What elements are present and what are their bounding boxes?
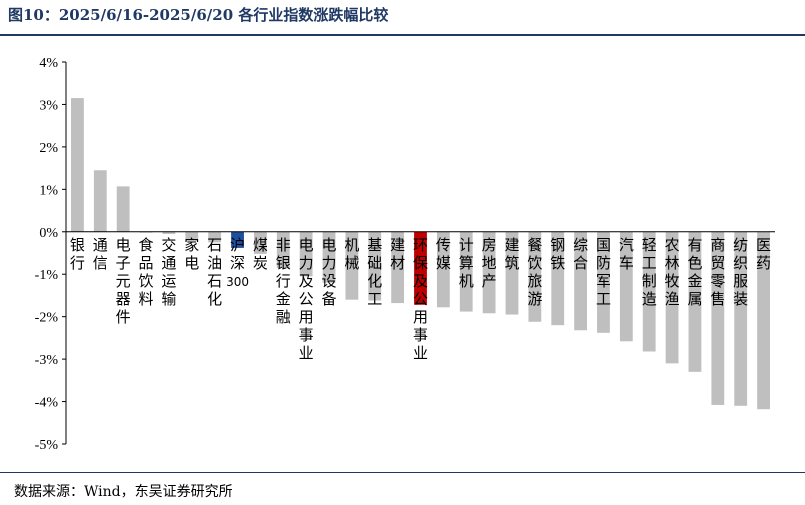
category-label: 石油石化 (207, 236, 222, 308)
category-label: 非银行金融 (276, 236, 291, 326)
category-label: 纺织服装 (733, 236, 748, 308)
industry-bar-chart: -5% -4% -3% -2% -1% 0% 1% 2% 3% 4% 银行通信电子元器件食品饮料交通… (35, 56, 775, 453)
bar (688, 231, 702, 372)
category-label: 钢铁 (550, 236, 565, 272)
category-label: 电力及公用事业 (299, 236, 314, 362)
bar (574, 231, 588, 331)
y-tick-label: 1% (39, 183, 58, 198)
category-label: 机械 (344, 236, 359, 272)
category-label: 沪深 300 (226, 236, 249, 289)
bar (436, 231, 450, 308)
y-tick-label: 2% (39, 141, 58, 156)
bar (162, 231, 176, 234)
y-tick-label: -2% (35, 311, 59, 326)
bar (345, 231, 359, 300)
bar (734, 231, 748, 406)
category-label: 环保及公用事业 (413, 236, 428, 362)
category-label: 电力设备 (322, 236, 337, 308)
y-tick-label: -3% (35, 353, 59, 368)
bar (482, 231, 496, 314)
bar (368, 231, 382, 301)
bar (459, 231, 473, 312)
category-label: 煤炭 (253, 236, 268, 272)
title-rule (0, 34, 805, 36)
category-label: 轻工制造 (642, 236, 657, 308)
category-label: 食品饮料 (139, 236, 154, 308)
bar (208, 231, 222, 243)
bar (757, 231, 770, 410)
y-tick-label: -5% (35, 438, 59, 453)
bar (116, 186, 130, 232)
bar (619, 231, 633, 342)
category-label: 电子元器件 (116, 236, 131, 326)
bar (322, 231, 336, 283)
category-label: 银行 (70, 236, 85, 272)
bottom-rule (0, 472, 805, 473)
bar (185, 231, 199, 242)
y-tick-label: -4% (35, 396, 59, 411)
bar (414, 231, 427, 305)
figure-title: 图10：2025/6/16-2025/6/20 各行业指数涨跌幅比较 (8, 6, 389, 24)
bar (71, 98, 84, 232)
category-label: 传媒 (436, 236, 451, 272)
bar (276, 231, 290, 268)
category-label: 基础化工 (367, 236, 382, 308)
source-note: 数据来源：Wind，东吴证券研究所 (14, 484, 233, 500)
category-label: 通信 (93, 236, 108, 272)
category-label: 餐饮旅游 (527, 236, 542, 308)
bar (665, 231, 679, 364)
bar (597, 231, 610, 333)
category-label: 交通运输 (161, 236, 176, 308)
category-label: 有色金属 (687, 236, 702, 308)
category-label: 医药 (756, 236, 771, 272)
bar (253, 231, 267, 254)
bar (551, 231, 565, 326)
category-label: 计算机 (459, 236, 474, 290)
category-label: 综合 (573, 236, 588, 272)
bar (505, 231, 519, 315)
bar (711, 231, 725, 405)
category-label: 国防军工 (596, 236, 611, 308)
bar (391, 231, 405, 304)
y-tick-label: -1% (35, 268, 59, 283)
y-tick-label: 0% (39, 226, 58, 241)
bar (231, 231, 244, 248)
bar (299, 231, 313, 277)
y-tick-label: 4% (39, 56, 58, 71)
category-label: 房地产 (482, 236, 497, 290)
y-tick-label: 3% (39, 98, 58, 113)
category-label: 商贸零售 (710, 236, 725, 308)
bar (642, 231, 656, 352)
category-label: 汽车 (619, 236, 634, 272)
category-label: 建材 (390, 236, 405, 272)
category-label: 建筑 (504, 236, 519, 272)
category-label: 农林牧渔 (665, 236, 680, 308)
category-label: 家电 (184, 236, 199, 272)
bar (528, 231, 542, 322)
bar (93, 170, 107, 232)
